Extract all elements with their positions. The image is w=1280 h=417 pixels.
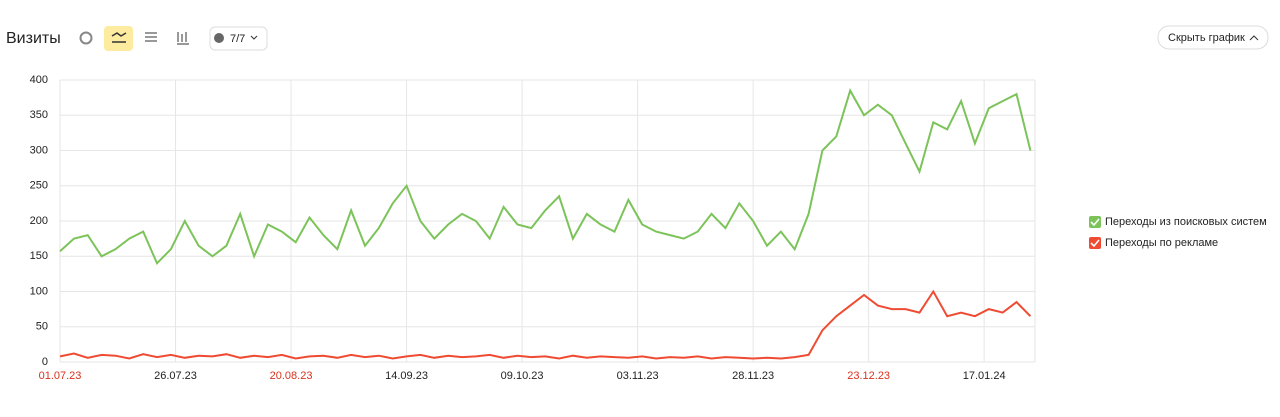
x-tick-label: 26.07.23 xyxy=(154,370,197,382)
y-tick-label: 400 xyxy=(30,74,48,86)
y-tick-label: 250 xyxy=(30,180,48,192)
y-tick-label: 150 xyxy=(30,250,48,262)
legend-swatch[interactable] xyxy=(1089,237,1101,249)
hide-button[interactable] xyxy=(1157,25,1269,50)
y-tick-label: 350 xyxy=(30,109,48,121)
x-tick-label: 01.07.23 xyxy=(39,370,82,382)
x-tick-label: 17.01.24 xyxy=(963,370,1006,382)
filter-button[interactable] xyxy=(209,26,268,51)
y-tick-label: 300 xyxy=(30,144,48,156)
bar-icon[interactable] xyxy=(177,32,189,45)
title: Визиты xyxy=(6,30,61,47)
x-tick-label: 20.08.23 xyxy=(270,370,313,382)
filter-label: 7/7 xyxy=(230,33,245,45)
pie-icon[interactable] xyxy=(79,31,93,45)
toolbar: 7/7 Скрыть график xyxy=(79,25,1269,51)
legend-swatch[interactable] xyxy=(1089,216,1101,228)
hide-label: Скрыть график xyxy=(1168,32,1245,44)
y-tick-label: 100 xyxy=(30,285,48,297)
y-tick-label: 0 xyxy=(42,356,48,368)
legend-check xyxy=(1090,239,1100,248)
x-tick-label: 14.09.23 xyxy=(385,370,428,382)
area-icon[interactable] xyxy=(145,32,157,42)
x-tick-label: 03.11.23 xyxy=(617,370,659,382)
x-tick-label: 28.11.23 xyxy=(732,370,774,382)
legend-label: Переходы по рекламе xyxy=(1105,237,1218,249)
legend-label: Переходы из поисковых систем xyxy=(1105,216,1267,228)
x-tick-label: 09.10.23 xyxy=(501,370,544,382)
series-line xyxy=(59,289,1032,360)
x-tick-label: 23.12.23 xyxy=(847,370,890,382)
legend-check xyxy=(1090,218,1100,227)
line-button[interactable] xyxy=(104,26,133,51)
y-tick-label: 200 xyxy=(30,215,48,227)
series-line xyxy=(59,88,1032,266)
y-tick-label: 50 xyxy=(36,321,48,333)
